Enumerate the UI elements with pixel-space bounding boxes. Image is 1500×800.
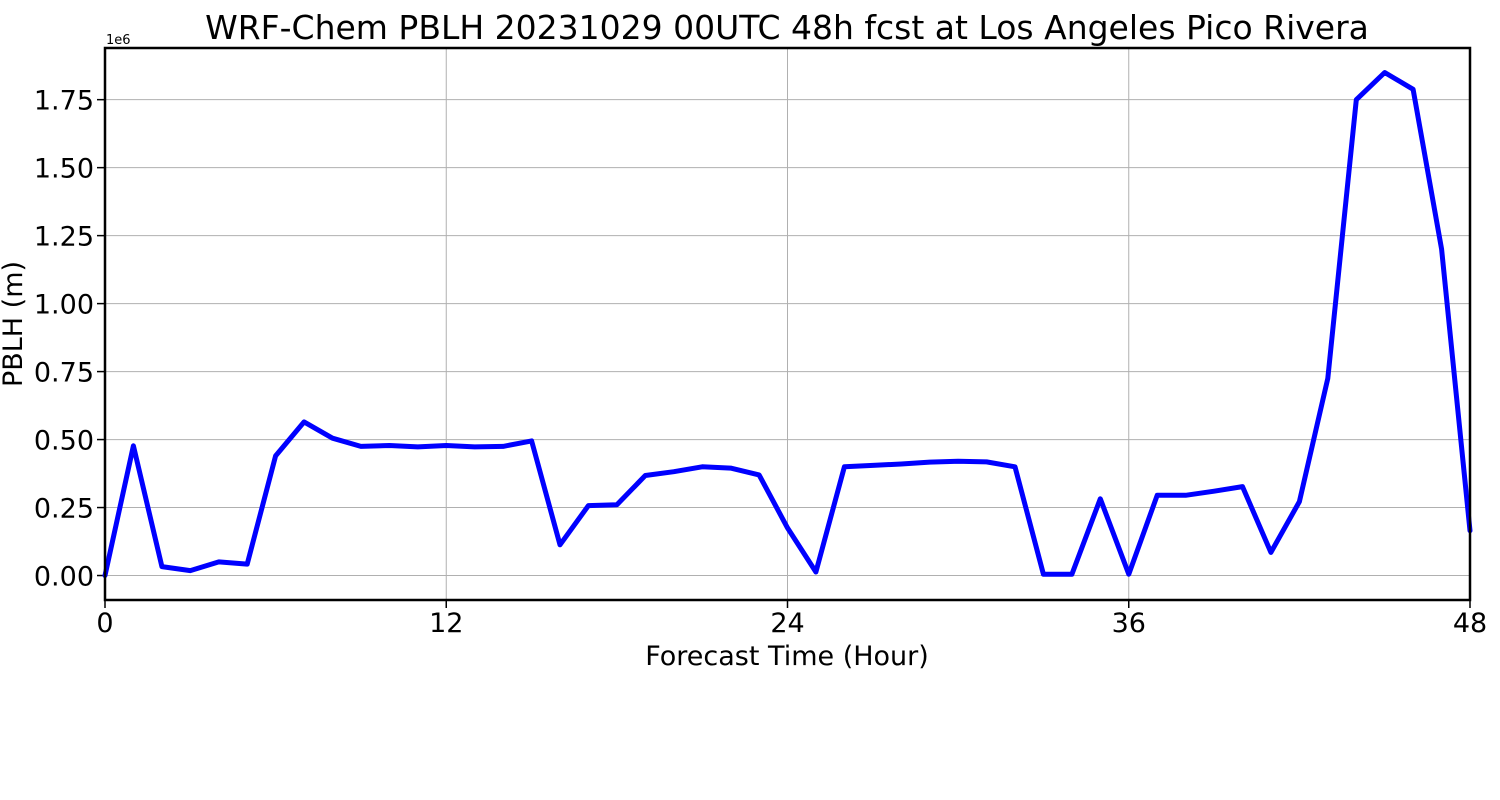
series-line [102, 70, 1473, 578]
plot-frame [103, 46, 1472, 602]
chart-title: WRF-Chem PBLH 20231029 00UTC 48h fcst at… [205, 8, 1369, 47]
x-tick-label: 48 [1453, 608, 1487, 639]
y-tick-label: 0.50 [34, 426, 94, 457]
x-tick-label: 12 [429, 608, 463, 639]
grid [104, 48, 1471, 600]
axis-ticks: 0 12 24 36 48 0.00 0.25 0.50 0.75 1.00 1.25 1.50 1.7… [34, 86, 1487, 639]
y-tick-label: 1.25 [34, 222, 94, 253]
y-tick-label: 0.25 [34, 494, 94, 525]
x-tick-label: 0 [96, 608, 113, 639]
y-axis-label: PBLH (m) [0, 261, 29, 387]
y-tick-label: 1.75 [34, 86, 94, 117]
y-tick-label: 0.75 [34, 358, 94, 389]
x-tick-label: 36 [1112, 608, 1146, 639]
y-offset-label: 1e6 [106, 33, 131, 48]
y-tick-label: 1.00 [34, 290, 94, 321]
x-axis-label: Forecast Time (Hour) [645, 641, 929, 672]
x-tick-label: 24 [770, 608, 804, 639]
y-tick-label: 0.00 [34, 562, 94, 593]
y-tick-label: 1.50 [34, 154, 94, 185]
